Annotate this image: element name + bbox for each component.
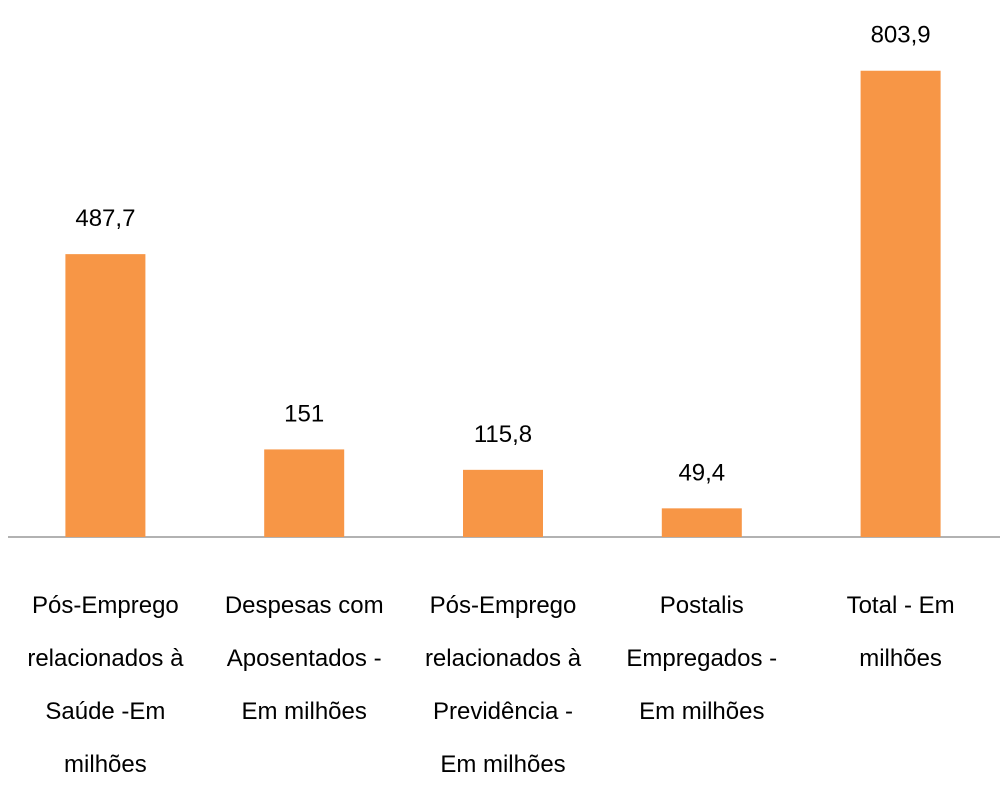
bar (264, 449, 345, 537)
bar (661, 508, 742, 537)
data-label: 803,9 (871, 22, 931, 49)
x-tick-label: Total - Em milhões (847, 592, 955, 672)
data-label: 49,4 (678, 459, 725, 486)
data-label: 151 (284, 400, 324, 427)
x-tick-label: Despesas com Aposentados -Em milhões (225, 592, 384, 725)
bar (463, 469, 543, 537)
x-tick-label: Pós-Emprego relacionados à Saúde -Em milhõe… (27, 592, 184, 778)
x-tick-label: Pós-Emprego relacionados à Previdência -Em… (425, 592, 582, 778)
x-tick-label: Postalis Empregados -Em milhões (626, 592, 777, 725)
bar (860, 70, 941, 537)
data-label: 487,7 (75, 205, 135, 232)
bar (65, 254, 146, 537)
data-label: 115,8 (474, 421, 532, 448)
